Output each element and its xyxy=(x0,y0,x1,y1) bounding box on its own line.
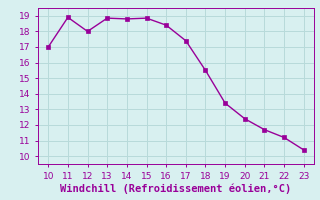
X-axis label: Windchill (Refroidissement éolien,°C): Windchill (Refroidissement éolien,°C) xyxy=(60,183,292,194)
